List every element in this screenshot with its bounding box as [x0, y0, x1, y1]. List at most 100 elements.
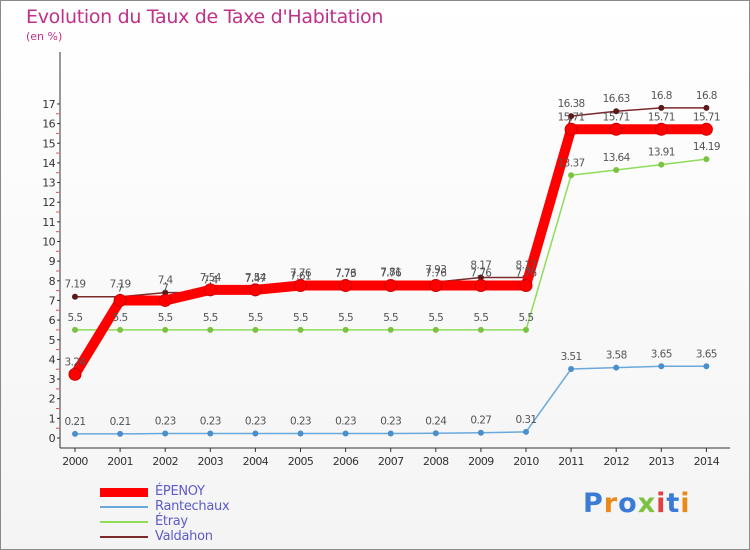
data-label: 13.91	[648, 147, 675, 159]
data-label: 16.63	[603, 93, 630, 105]
data-point	[703, 156, 710, 163]
data-point	[568, 366, 575, 373]
data-point	[342, 326, 349, 333]
data-label: 7.4	[158, 275, 174, 287]
data-point	[523, 326, 529, 333]
data-label: 0.31	[516, 414, 537, 426]
proxiti-logo: Proxiti	[583, 488, 691, 519]
logo-letter: o	[618, 488, 638, 519]
data-label: 0.27	[470, 415, 491, 427]
data-point	[613, 108, 620, 115]
x-tick-label: 2011	[558, 455, 584, 468]
legend-label: Valdahon	[155, 529, 213, 544]
data-label: 8.17	[516, 259, 537, 271]
y-tick-label: 5	[49, 334, 56, 347]
chart-unit-subtitle: (en %)	[26, 30, 63, 43]
y-tick-label: 17	[42, 98, 55, 111]
data-label: 3.65	[696, 348, 717, 360]
data-point	[703, 363, 710, 370]
y-tick-label: 11	[42, 216, 55, 229]
y-tick-label: 0	[49, 432, 56, 445]
data-point	[387, 326, 394, 333]
data-point	[297, 430, 304, 437]
data-point	[519, 279, 533, 293]
legend-label: ÉPENOY	[155, 484, 205, 499]
logo-letter: x	[637, 488, 657, 519]
data-label: 5.5	[248, 312, 263, 324]
data-point	[658, 363, 665, 370]
data-point	[252, 326, 259, 333]
data-label: 16.8	[651, 90, 672, 102]
data-point	[384, 279, 398, 293]
data-label: 5.5	[113, 312, 128, 324]
data-label: 7.76	[425, 268, 447, 280]
data-label: 5.5	[293, 312, 308, 324]
x-tick-label: 2007	[378, 455, 404, 468]
legend-swatch	[100, 536, 148, 538]
data-label: 13.64	[603, 152, 631, 164]
data-label: 13.37	[558, 157, 585, 169]
data-point	[568, 172, 575, 179]
data-point	[113, 293, 127, 307]
data-point	[248, 283, 262, 297]
data-label: 0.21	[110, 416, 131, 428]
logo-letter: P	[583, 488, 604, 519]
data-point	[658, 161, 665, 168]
data-label: 0.23	[290, 415, 311, 427]
data-point	[117, 326, 124, 333]
data-label: 0.23	[155, 415, 176, 427]
chart-title: Evolution du Taux de Taxe d'Habitation	[26, 6, 384, 28]
data-label: 0.23	[245, 415, 266, 427]
x-tick-label: 2008	[423, 455, 449, 468]
data-label: 7.76	[470, 268, 492, 280]
data-label: 0.24	[425, 415, 447, 427]
data-label: 7.76	[516, 268, 538, 280]
data-label: 5.5	[383, 312, 398, 324]
legend-label: Étray	[155, 514, 188, 529]
data-label: 5.5	[428, 312, 443, 324]
y-tick-label: 14	[42, 157, 55, 170]
data-point	[162, 289, 169, 296]
y-tick-label: 15	[42, 137, 55, 150]
data-label: 3.51	[561, 351, 582, 363]
data-point	[294, 279, 307, 293]
data-label: 7.93	[425, 264, 446, 276]
logo-letter: i	[680, 488, 691, 519]
data-label: 5.5	[158, 312, 173, 324]
data-label: 15.71	[693, 111, 720, 123]
data-label: 7.54	[200, 272, 222, 284]
x-tick-label: 2013	[648, 455, 674, 468]
data-label: 7.4	[203, 275, 219, 287]
data-label: 5.5	[473, 312, 488, 324]
data-point	[207, 326, 214, 333]
data-label: 3.58	[606, 350, 627, 362]
data-point	[158, 293, 172, 307]
data-label: 7.81	[380, 267, 401, 279]
y-tick-label: 1	[49, 412, 55, 425]
x-tick-label: 2006	[333, 455, 359, 468]
data-point	[432, 430, 439, 437]
data-point	[162, 430, 169, 437]
data-label: 5.5	[203, 312, 218, 324]
x-tick-label: 2001	[107, 455, 133, 468]
data-point	[699, 122, 713, 136]
data-point	[564, 122, 578, 136]
x-tick-label: 2004	[243, 455, 269, 468]
data-point	[477, 326, 484, 333]
data-point	[477, 274, 484, 281]
data-label: 7.76	[380, 268, 402, 280]
data-point	[613, 364, 620, 371]
data-point	[342, 430, 349, 437]
legend-swatch	[100, 506, 148, 508]
data-label: 0.21	[65, 416, 86, 428]
y-tick-label: 3	[49, 373, 56, 386]
data-point	[703, 104, 710, 111]
data-label: 5.5	[338, 312, 353, 324]
data-label: 0.23	[335, 415, 356, 427]
data-point	[117, 430, 124, 437]
data-label: 7	[162, 282, 168, 294]
data-point	[72, 430, 78, 437]
x-tick-label: 2003	[197, 455, 223, 468]
data-point	[68, 367, 82, 381]
data-label: 7.47	[245, 273, 266, 285]
